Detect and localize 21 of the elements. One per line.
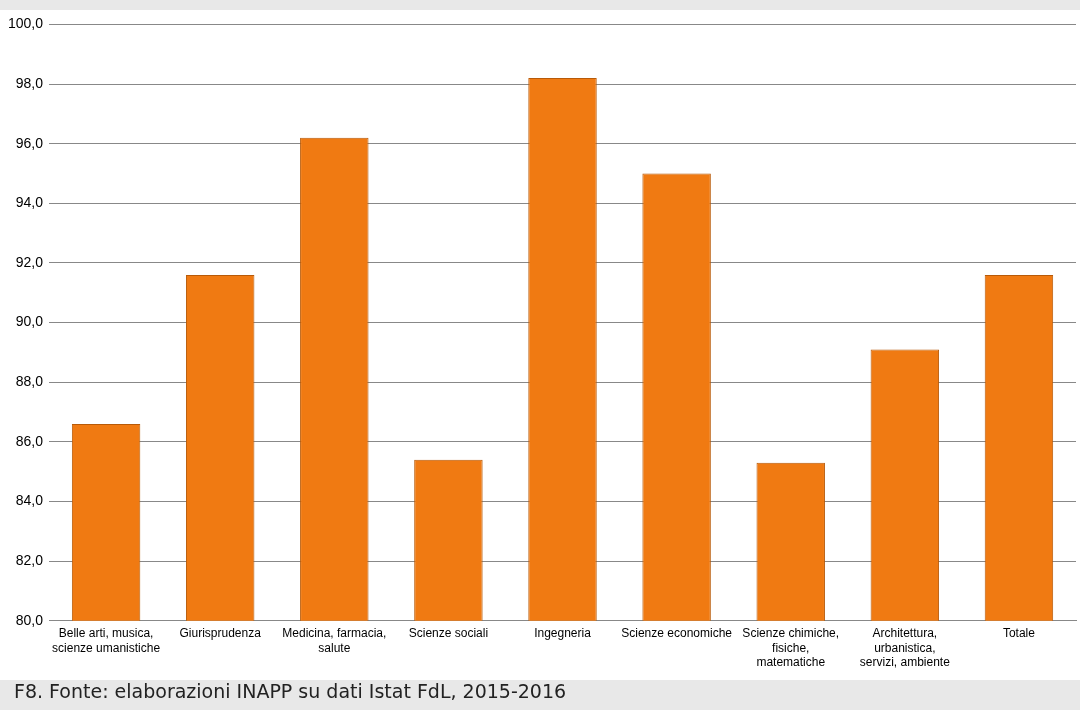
y-tick-label: 86,0 — [15, 432, 44, 449]
y-tick-label: 92,0 — [15, 253, 44, 270]
y-tick-label: 94,0 — [15, 194, 44, 211]
x-tick-label: Scienze economiche — [621, 626, 733, 641]
x-tick-label: Scienze sociali — [408, 626, 489, 641]
y-tick-label: 80,0 — [15, 611, 44, 628]
y-tick-label: 88,0 — [15, 373, 44, 390]
x-tick-label: Architettura, urbanistica, servizi, ambiente — [859, 626, 951, 670]
y-tick-label: 96,0 — [15, 134, 44, 151]
y-tick-label: 90,0 — [15, 313, 44, 330]
x-tick-label: Belle arti, musica, scienze umanistiche — [52, 626, 161, 655]
x-tick-label: Totale — [1002, 626, 1036, 641]
y-tick-label: 98,0 — [15, 74, 44, 91]
x-tick-label: Medicina, farmacia, salute — [282, 626, 387, 655]
text: F8. Fonte: elaborazioni INAPP su dati Istat FdL, 2015-2016 — [14, 680, 567, 702]
y-tick-label: 82,0 — [15, 552, 44, 569]
y-tick-label: 84,0 — [15, 492, 44, 509]
x-tick-label: Scienze chimiche, fisiche, matematiche — [742, 626, 840, 670]
y-tick-label: 100,0 — [7, 15, 44, 32]
x-tick-label: Giurisprudenza — [179, 626, 262, 641]
x-tick-label: Ingegneria — [534, 626, 592, 641]
